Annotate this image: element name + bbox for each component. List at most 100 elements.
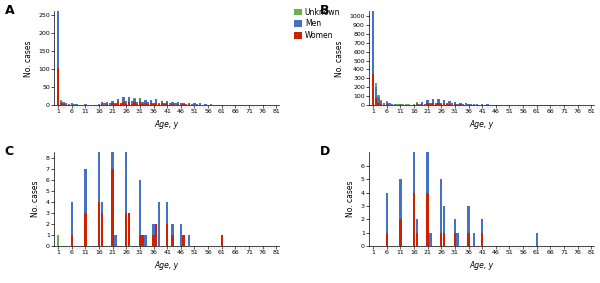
Bar	[106, 102, 109, 104]
Bar	[418, 104, 421, 105]
Bar	[114, 235, 116, 246]
Bar	[169, 104, 171, 105]
Bar	[166, 224, 169, 246]
Bar	[68, 104, 70, 105]
Bar	[139, 98, 141, 99]
Bar	[383, 104, 385, 105]
Bar	[451, 104, 454, 105]
Bar	[101, 104, 103, 105]
Bar	[71, 202, 73, 235]
X-axis label: Age, y: Age, y	[154, 120, 179, 129]
Bar	[221, 104, 223, 105]
Bar	[481, 104, 484, 105]
Bar	[207, 104, 209, 105]
Bar	[71, 235, 73, 246]
Bar	[427, 100, 429, 104]
Bar	[462, 104, 464, 105]
Bar	[470, 104, 472, 105]
Bar	[112, 104, 114, 105]
Bar	[380, 104, 382, 105]
Bar	[427, 104, 429, 105]
Bar	[481, 233, 484, 246]
Bar	[440, 104, 442, 105]
Bar	[125, 104, 127, 105]
Bar	[193, 104, 196, 105]
Bar	[163, 103, 166, 104]
Bar	[429, 233, 431, 246]
Bar	[416, 103, 418, 104]
Bar	[177, 104, 179, 105]
Bar	[185, 104, 187, 105]
Bar	[397, 104, 399, 105]
Bar	[459, 103, 461, 104]
Bar	[125, 213, 127, 246]
Bar	[443, 233, 445, 246]
Bar	[144, 235, 146, 246]
Bar	[467, 233, 470, 246]
Y-axis label: No. cases: No. cases	[335, 40, 344, 76]
Bar	[437, 103, 440, 105]
Bar	[372, 74, 374, 105]
Bar	[443, 100, 445, 103]
Bar	[139, 180, 141, 235]
Bar	[155, 100, 157, 103]
Bar	[174, 104, 176, 105]
Bar	[434, 103, 437, 104]
Bar	[144, 103, 146, 105]
Bar	[158, 202, 160, 246]
Bar	[109, 104, 111, 105]
Bar	[427, 192, 429, 246]
Bar	[457, 233, 459, 246]
Bar	[155, 224, 157, 246]
Bar	[112, 169, 114, 246]
Bar	[446, 103, 448, 104]
Bar	[122, 97, 125, 102]
Bar	[101, 213, 103, 246]
Bar	[128, 102, 130, 105]
Bar	[394, 104, 396, 105]
Bar	[212, 104, 215, 105]
Bar	[177, 102, 179, 104]
Bar	[416, 104, 418, 105]
Bar	[112, 100, 114, 104]
Bar	[443, 103, 445, 105]
Bar	[199, 104, 201, 105]
Bar	[144, 100, 146, 103]
Bar	[380, 101, 382, 104]
Bar	[188, 104, 190, 105]
Bar	[196, 104, 199, 105]
Bar	[454, 104, 456, 105]
X-axis label: Age, y: Age, y	[469, 261, 494, 270]
Bar	[95, 104, 97, 105]
Bar	[202, 104, 204, 105]
Bar	[142, 102, 144, 104]
Bar	[487, 104, 489, 105]
Bar	[136, 104, 139, 105]
Text: C: C	[5, 145, 14, 158]
Bar	[152, 224, 155, 235]
Bar	[432, 99, 434, 103]
Bar	[149, 103, 152, 105]
Bar	[98, 136, 100, 202]
Bar	[133, 98, 136, 99]
Bar	[87, 104, 89, 105]
Bar	[434, 104, 437, 105]
Bar	[388, 103, 391, 104]
Bar	[440, 233, 442, 246]
Bar	[152, 235, 155, 246]
Bar	[62, 102, 65, 104]
Bar	[131, 101, 133, 104]
Bar	[71, 104, 73, 105]
Bar	[416, 219, 418, 233]
Bar	[152, 103, 155, 104]
Bar	[166, 202, 169, 224]
Bar	[136, 102, 139, 104]
Bar	[377, 95, 380, 97]
Bar	[182, 235, 185, 246]
Bar	[454, 102, 456, 104]
Bar	[386, 104, 388, 105]
Y-axis label: No. cases: No. cases	[346, 181, 355, 217]
Bar	[413, 125, 415, 192]
Bar	[139, 102, 141, 105]
Bar	[147, 102, 149, 104]
